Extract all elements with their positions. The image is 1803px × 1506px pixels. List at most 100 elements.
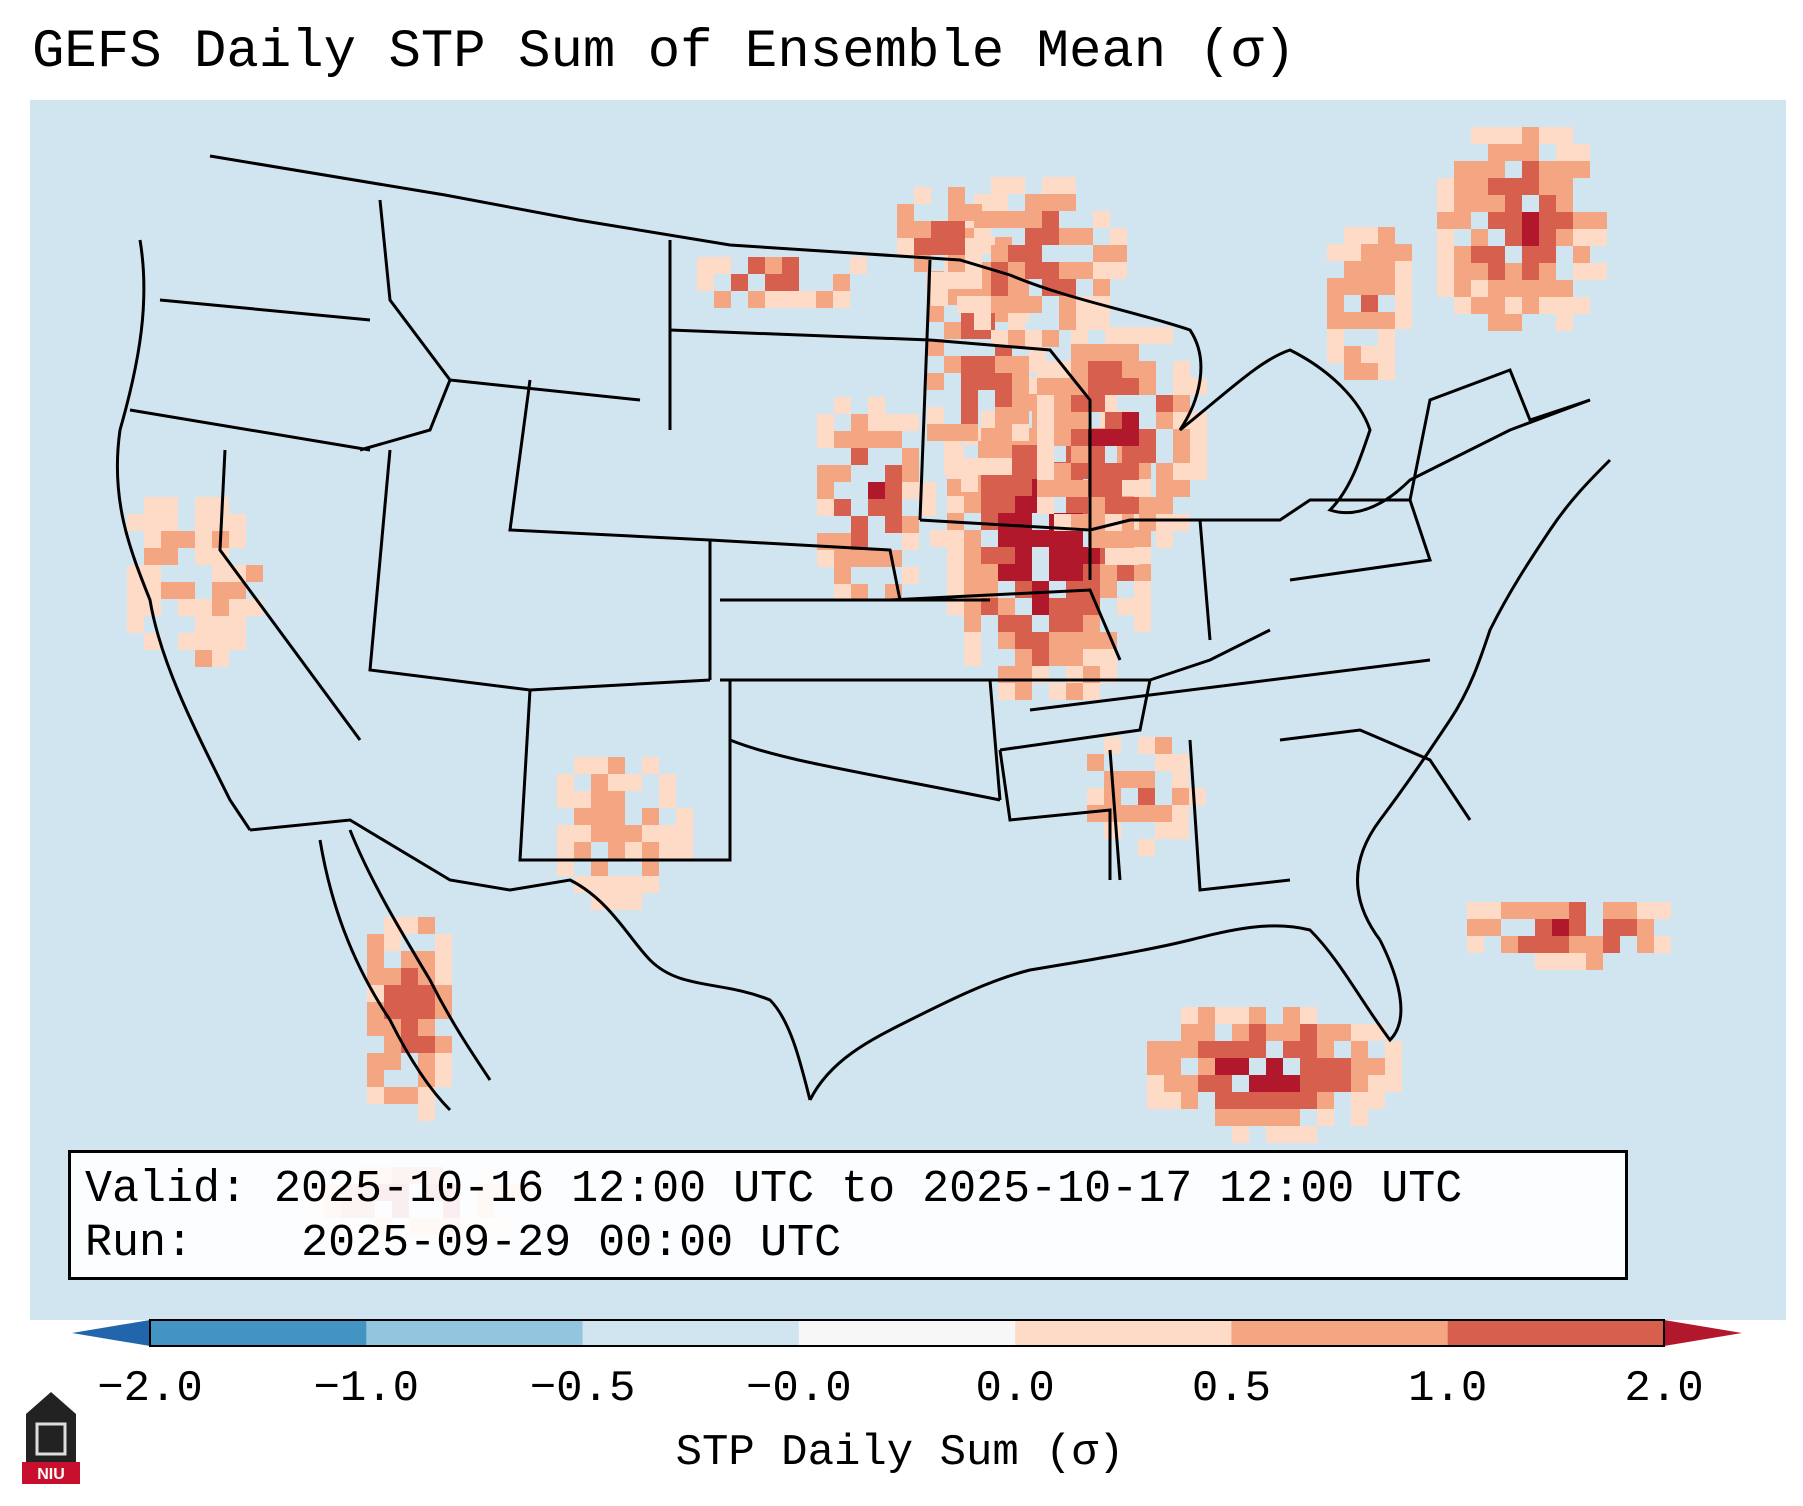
anomaly-cell [1518, 902, 1535, 919]
anomaly-cell [1025, 262, 1042, 279]
anomaly-cell [1573, 212, 1590, 229]
anomaly-cell [995, 424, 1012, 441]
anomaly-cell [1088, 446, 1105, 463]
anomaly-cell [418, 1104, 435, 1121]
anomaly-cell [748, 257, 765, 274]
anomaly-cell [144, 531, 161, 548]
anomaly-cell [1181, 1007, 1198, 1024]
montana-wyoming [449, 378, 641, 402]
anomaly-cell [1012, 390, 1029, 407]
anomaly-cell [212, 633, 229, 650]
anomaly-cell [1066, 649, 1083, 666]
anomaly-cell [1012, 373, 1029, 390]
anomaly-cell [1015, 462, 1032, 479]
anomaly-cell [964, 615, 981, 632]
anomaly-cell [1059, 177, 1076, 194]
anomaly-cell [1351, 1058, 1368, 1075]
anomaly-cell [1093, 245, 1110, 262]
anomaly-cell [1122, 344, 1139, 361]
anomaly-cell [851, 448, 868, 465]
anomaly-cell [902, 448, 919, 465]
anomaly-cell [1155, 737, 1172, 754]
anomaly-cell [868, 397, 885, 414]
anomaly-cell [1025, 211, 1042, 228]
anomaly-cell [1300, 1041, 1317, 1058]
anomaly-cell [1037, 429, 1054, 446]
anomaly-cell [834, 499, 851, 516]
anomaly-cell [998, 496, 1015, 513]
anomaly-cell [965, 272, 982, 289]
anomaly-cell [642, 825, 659, 842]
anomaly-cell [833, 291, 850, 308]
anomaly-cell [1122, 378, 1139, 395]
anomaly-cell [1317, 1024, 1334, 1041]
anomaly-cell [195, 599, 212, 616]
anomaly-cell [1088, 378, 1105, 395]
colorbar-bin [1015, 1320, 1232, 1346]
anomaly-cell [1071, 327, 1088, 344]
anomaly-cell [964, 547, 981, 564]
anomaly-cell [1015, 615, 1032, 632]
anomaly-cell [1232, 1092, 1249, 1109]
anomaly-cell [868, 550, 885, 567]
anomaly-cell [961, 424, 978, 441]
anomaly-cell [1181, 1024, 1198, 1041]
anomaly-cell [1071, 429, 1088, 446]
valid-info-box: Valid: 2025-10-16 12:00 UTC to 2025-10-1… [68, 1150, 1628, 1280]
anomaly-cell [1654, 902, 1671, 919]
wisconsin-minnesota [929, 338, 1092, 530]
anomaly-cell [1025, 330, 1042, 347]
anomaly-cell [212, 616, 229, 633]
anomaly-cell [1156, 531, 1173, 548]
anomaly-cell [659, 842, 676, 859]
anomaly-cell [1122, 463, 1139, 480]
anomaly-cell [1344, 363, 1361, 380]
anomaly-cell [1083, 615, 1100, 632]
anomaly-cell [1015, 445, 1032, 462]
anomaly-cell [961, 373, 978, 390]
anomaly-cell [1083, 632, 1100, 649]
gulf-coast [808, 924, 1403, 1101]
anomaly-cell [1105, 548, 1122, 565]
anomaly-cell [1385, 1041, 1402, 1058]
anomaly-cell [1100, 564, 1117, 581]
anomaly-cell [1488, 297, 1505, 314]
anomaly-cell [1122, 361, 1139, 378]
anomaly-cell [1501, 936, 1518, 953]
anomaly-cell [1573, 144, 1590, 161]
anomaly-cell [195, 497, 212, 514]
anomaly-cell [1181, 1092, 1198, 1109]
anomaly-cell [1198, 1058, 1215, 1075]
anomaly-cell [1042, 228, 1059, 245]
anomaly-cell [1071, 480, 1088, 497]
anomaly-cell [1471, 195, 1488, 212]
washington-oregon [159, 298, 371, 322]
anomaly-cell [1156, 463, 1173, 480]
anomaly-cell [161, 497, 178, 514]
anomaly-cell [1198, 1075, 1215, 1092]
anomaly-cell [1454, 212, 1471, 229]
anomaly-cell [1049, 598, 1066, 615]
anomaly-cell [1134, 598, 1151, 615]
anomaly-cell [229, 531, 246, 548]
anomaly-cell [1556, 161, 1573, 178]
anomaly-cell [944, 458, 961, 475]
anomaly-cell [1488, 127, 1505, 144]
anomaly-cell [1539, 297, 1556, 314]
colorbar-tick-label: 1.0 [1408, 1364, 1488, 1414]
anomaly-cell [591, 791, 608, 808]
anomaly-cell [981, 564, 998, 581]
anomaly-cell [1042, 194, 1059, 211]
anomaly-cell [851, 516, 868, 533]
anomaly-cell [927, 373, 944, 390]
anomaly-cell [1637, 919, 1654, 936]
anomaly-cell [1105, 378, 1122, 395]
anomaly-cell [1539, 229, 1556, 246]
anomaly-cell [435, 934, 452, 951]
anomaly-cell [1266, 1058, 1283, 1075]
anomaly-cell [1049, 632, 1066, 649]
anomaly-cell [1522, 161, 1539, 178]
anomaly-cell [944, 441, 961, 458]
anomaly-cell [1327, 312, 1344, 329]
anomaly-cell [991, 330, 1008, 347]
